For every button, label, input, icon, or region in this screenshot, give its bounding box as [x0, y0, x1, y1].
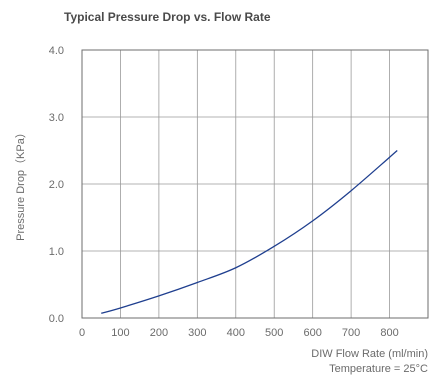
grid-lines — [82, 50, 428, 318]
x-tick-label: 400 — [227, 327, 245, 339]
y-tick-label: 2.0 — [49, 179, 64, 191]
x-tick-label: 600 — [303, 327, 321, 339]
y-tick-label: 0.0 — [49, 313, 64, 325]
chart-title: Typical Pressure Drop vs. Flow Rate — [64, 10, 271, 24]
y-tick-label: 1.0 — [49, 246, 64, 258]
x-tick-labels: 0 100 200 300 400 500 600 700 800 — [79, 327, 399, 339]
y-axis-label: Pressure Drop（KPa） — [14, 127, 27, 241]
x-tick-label: 200 — [150, 327, 168, 339]
y-tick-labels: 0.0 1.0 2.0 3.0 4.0 — [49, 45, 64, 325]
x-tick-label: 300 — [188, 327, 206, 339]
plot-frame — [81, 49, 429, 319]
y-tick-label: 3.0 — [49, 112, 64, 124]
x-tick-label: 500 — [265, 327, 283, 339]
x-tick-label: 700 — [342, 327, 360, 339]
x-tick-label: 100 — [111, 327, 129, 339]
series-line — [101, 150, 398, 314]
x-tick-label: 0 — [79, 327, 85, 339]
y-tick-label: 4.0 — [49, 45, 64, 57]
x-tick-label: 800 — [380, 327, 398, 339]
temperature-annotation: Temperature = 25°C — [329, 363, 428, 375]
x-axis-label: DIW Flow Rate (ml/min) — [311, 348, 428, 360]
